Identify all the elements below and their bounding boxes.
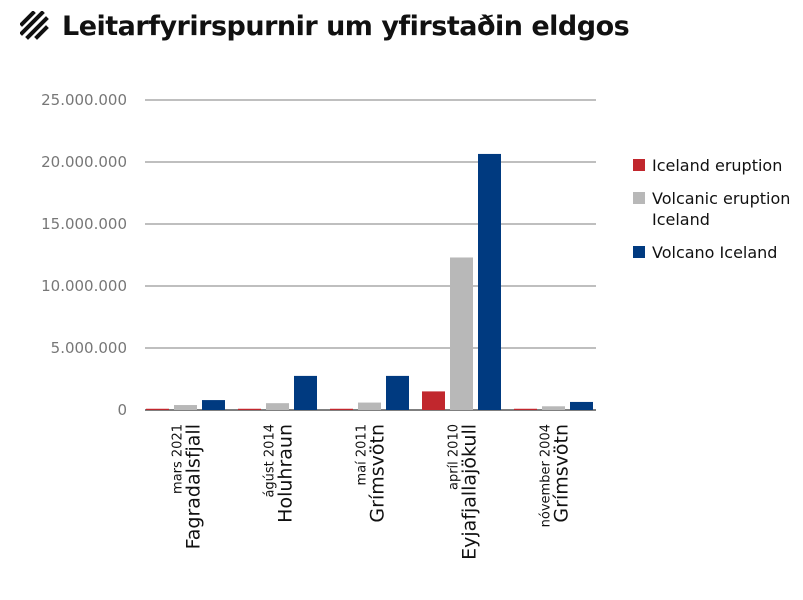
bar [358, 402, 381, 410]
category-name: Grímsvötn [551, 424, 573, 523]
category-name: Grímsvötn [367, 424, 389, 523]
bar [238, 408, 261, 410]
bar [514, 408, 537, 410]
y-axis: 0 5.000.000 10.000.000 15.000.000 20.000.000… [41, 91, 127, 419]
legend-swatch-red [633, 159, 645, 171]
legend: Iceland eruption Volcanic eruption Icela… [633, 155, 803, 275]
legend-label: Volcano Iceland [652, 243, 778, 262]
y-tick-label: 25.000.000 [41, 91, 127, 109]
bar [266, 403, 289, 410]
bar [330, 408, 353, 410]
legend-item-volcano-iceland: Volcano Iceland [633, 242, 803, 263]
y-tick-label: 0 [117, 401, 127, 419]
bar [202, 400, 225, 410]
category-date: mars 2021 [171, 424, 186, 494]
category-date: maí 2011 [355, 424, 370, 485]
bar [542, 406, 565, 410]
legend-item-iceland-eruption: Iceland eruption [633, 155, 803, 176]
y-tick-label: 10.000.000 [41, 277, 127, 295]
legend-swatch-blue [633, 246, 645, 258]
category-name: Holuhraun [275, 424, 297, 523]
bar [146, 408, 169, 410]
y-tick-label: 15.000.000 [41, 215, 127, 233]
bar [478, 153, 501, 410]
bars [146, 153, 593, 410]
legend-swatch-gray [633, 192, 645, 204]
bar [294, 375, 317, 410]
legend-label: Volcanic eruption Iceland [652, 189, 791, 229]
legend-label: Iceland eruption [652, 156, 783, 175]
chart-header: Leitarfyrirspurnir um yfirstaðin eldgos [20, 4, 630, 48]
diagonal-stripes-icon [20, 11, 49, 40]
bar [570, 401, 593, 410]
legend-item-volcanic-eruption-iceland: Volcanic eruption Iceland [633, 188, 803, 230]
category-name: Eyjafjallajökull [459, 424, 481, 560]
bar [450, 257, 473, 410]
bar [174, 405, 197, 410]
category-date: nóvember 2004 [539, 424, 554, 527]
category-date: apríl 2010 [447, 424, 462, 490]
y-tick-label: 20.000.000 [41, 153, 127, 171]
bar [422, 391, 445, 410]
y-tick-label: 5.000.000 [51, 339, 127, 357]
category-date: ágúst 2014 [263, 424, 278, 498]
chart-title: Leitarfyrirspurnir um yfirstaðin eldgos [62, 10, 630, 42]
bar [386, 375, 409, 410]
grid-lines [145, 99, 596, 411]
category-name: Fagradalsfjall [183, 424, 205, 549]
